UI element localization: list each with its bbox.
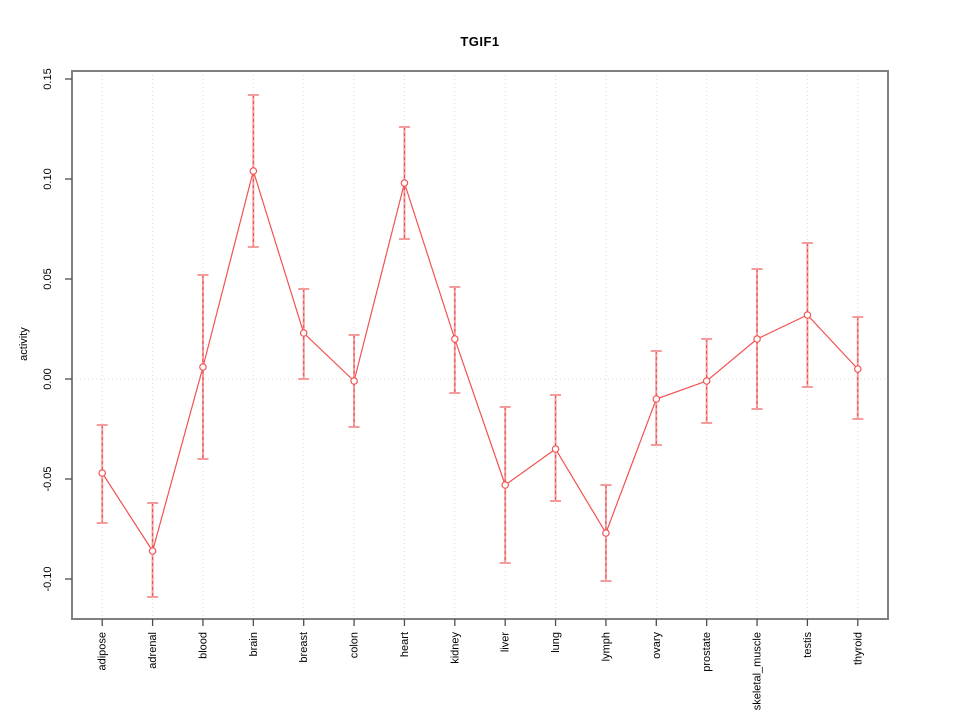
y-tick-label: 0.05	[42, 268, 54, 289]
x-tick-label: heart	[399, 632, 411, 657]
x-tick-label: thyroid	[852, 632, 864, 665]
y-tick-label: 0.15	[42, 68, 54, 89]
x-tick-label: blood	[197, 632, 209, 659]
data-point	[299, 329, 308, 337]
series-line	[101, 168, 859, 553]
y-tick-label: -0.10	[42, 566, 54, 591]
x-tick-label: ovary	[651, 632, 663, 659]
data-point	[451, 335, 459, 343]
y-tick-label: 0.10	[42, 168, 54, 189]
data-point	[98, 469, 107, 477]
x-tick-label: adrenal	[147, 632, 159, 669]
data-point	[350, 377, 358, 385]
data-point	[501, 481, 509, 489]
data-point	[249, 167, 258, 175]
x-tick-label: liver	[500, 632, 512, 653]
x-tick-label: testis	[802, 632, 814, 658]
y-tick-label: 0.00	[42, 368, 54, 389]
x-tick-label: adipose	[97, 632, 109, 671]
data-point	[853, 365, 862, 373]
x-tick-label: colon	[349, 632, 361, 658]
x-tick-label: brain	[248, 632, 260, 656]
x-tick-label: breast	[298, 632, 310, 663]
x-tick-label: lymph	[600, 632, 612, 661]
data-point	[551, 445, 560, 453]
x-tick-label: lung	[550, 632, 562, 653]
y-tick-label: -0.05	[42, 466, 54, 491]
x-tick-label: prostate	[701, 632, 713, 672]
data-point	[602, 529, 610, 537]
data-point	[652, 395, 661, 403]
data-point	[803, 311, 812, 319]
data-point	[199, 363, 207, 371]
data-point	[148, 547, 157, 555]
data-point	[753, 335, 761, 343]
plot-box	[71, 70, 889, 620]
x-tick-label: skeletal_muscle	[752, 632, 764, 710]
x-tick-label: kidney	[449, 632, 461, 664]
data-point	[400, 179, 409, 187]
data-point	[702, 377, 711, 385]
chart-title: TGIF1	[460, 34, 500, 49]
